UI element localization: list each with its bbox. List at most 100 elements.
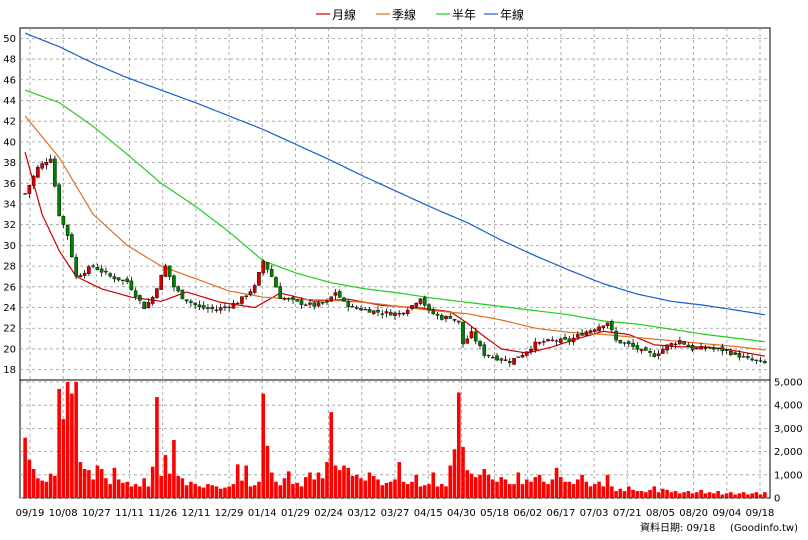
volume-bar: [435, 486, 440, 498]
volume-bar: [40, 480, 44, 498]
volume-bar: [456, 392, 461, 498]
volume-bar: [422, 485, 427, 498]
volume-bar: [189, 481, 193, 498]
volume-bar: [635, 491, 640, 498]
candle-body: [499, 358, 504, 361]
candle-body: [724, 349, 729, 351]
volume-bar: [520, 484, 525, 498]
volume-bar: [87, 470, 91, 498]
volume-bar: [265, 445, 270, 498]
candle-body: [278, 286, 283, 299]
candle-body: [210, 306, 214, 310]
volume-bar: [329, 412, 334, 498]
candle-body: [367, 309, 372, 313]
volume-bar: [74, 382, 78, 498]
candle-body: [439, 315, 444, 320]
volume-bar: [639, 491, 644, 498]
candle-body: [618, 339, 623, 344]
candle-body: [605, 322, 610, 327]
volume-bar: [112, 467, 117, 498]
volume-bar: [495, 481, 499, 498]
volume-bar: [70, 393, 74, 498]
price-tick-label: 22: [3, 324, 16, 335]
volume-bar: [201, 487, 206, 498]
price-axis: 18 20 22 24 26 28 30 32 34 36 38 40 42 44 46 48 50: [3, 34, 16, 376]
candle-body: [435, 313, 440, 316]
candle-body: [686, 344, 691, 347]
candle-body: [235, 302, 240, 305]
volume-bar: [376, 479, 380, 498]
volume-bar: [597, 481, 601, 498]
candle-body: [729, 350, 733, 355]
candle-body: [444, 316, 448, 320]
price-tick-label: 18: [3, 365, 16, 376]
candle-body: [503, 359, 508, 361]
candle-body: [567, 338, 572, 342]
candle-body: [291, 297, 295, 300]
volume-bar: [512, 484, 516, 498]
volume-bar: [724, 493, 729, 498]
candle-body: [648, 350, 652, 353]
volume-bar: [516, 472, 521, 498]
candle-body: [87, 266, 91, 274]
candle-body: [695, 347, 699, 350]
volume-bar: [542, 481, 546, 498]
volume-bar: [359, 478, 363, 498]
price-tick-label: 20: [3, 344, 16, 355]
candle-body: [53, 158, 57, 187]
candle-body: [452, 318, 457, 321]
volume-tick-label: 5,000: [774, 378, 803, 389]
volume-bar: [754, 492, 759, 498]
candle-body: [393, 312, 397, 316]
candle-body: [163, 265, 168, 277]
candle-body: [27, 185, 32, 194]
candle-body: [104, 270, 108, 273]
volume-bar: [23, 437, 27, 498]
candle-body: [121, 279, 125, 281]
volume-bar: [342, 465, 346, 498]
candle-body: [23, 193, 27, 195]
volume-bar: [150, 466, 155, 498]
volume-bar: [53, 475, 57, 498]
candle-body: [312, 302, 317, 307]
candle-body: [516, 356, 521, 358]
candle-body: [571, 337, 576, 343]
legend-label-year: 年線: [500, 7, 524, 22]
candle-body: [559, 338, 563, 343]
volume-bar: [78, 462, 83, 498]
candle-body: [133, 290, 138, 297]
candle-body: [712, 348, 716, 350]
candle-body: [91, 265, 95, 267]
candle-body: [193, 302, 197, 306]
candle-body: [376, 309, 380, 313]
volume-bar: [644, 492, 648, 498]
volume-bars: [23, 382, 767, 498]
volume-bar: [261, 393, 266, 498]
volume-bar: [397, 462, 402, 498]
candle-body: [593, 329, 597, 332]
candle-body: [265, 262, 270, 270]
volume-bar: [299, 486, 304, 498]
volume-bar: [418, 486, 423, 498]
price-tick-label: 32: [3, 220, 16, 231]
candle-body: [584, 331, 589, 336]
volume-bar: [631, 489, 635, 498]
candle-body: [533, 341, 538, 350]
volume-bar: [167, 473, 172, 498]
candle-body: [554, 340, 559, 342]
candle-body: [707, 346, 712, 349]
volume-bar: [129, 486, 134, 498]
volume-bar: [763, 492, 767, 498]
volume-bar: [661, 488, 665, 498]
volume-bar: [333, 465, 338, 498]
candle-body: [690, 345, 695, 351]
candle-body: [142, 301, 146, 310]
volume-bar: [291, 484, 295, 498]
date-tick-label: 05/18: [480, 508, 509, 519]
volume-bar: [312, 479, 317, 498]
price-tick-label: 48: [3, 55, 16, 66]
candle-body: [48, 158, 53, 163]
volume-bar: [580, 474, 584, 498]
volume-bar: [231, 484, 236, 498]
volume-bar: [627, 486, 631, 498]
